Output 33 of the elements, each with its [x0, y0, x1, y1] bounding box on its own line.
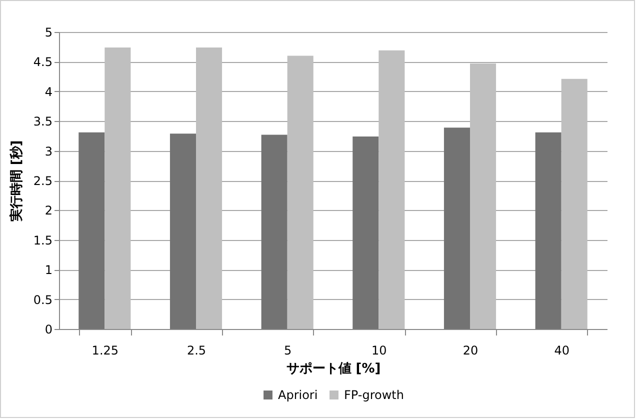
bar	[287, 56, 314, 329]
y-tick-label: 1	[44, 263, 52, 278]
bar	[196, 47, 222, 329]
y-tick-label: 0	[44, 322, 52, 336]
bar	[170, 134, 196, 329]
y-axis-title: 実行時間 [秒]	[8, 140, 24, 223]
y-tick-label: 0.5	[33, 292, 52, 307]
bar	[78, 132, 105, 329]
x-tick-label: 5	[284, 344, 292, 358]
y-tick-label: 4	[44, 84, 52, 99]
y-tick-label: 4.5	[33, 55, 52, 70]
bar	[104, 47, 131, 329]
x-tick-label: 40	[554, 344, 570, 358]
bar	[261, 134, 288, 329]
y-tick-label: 3	[44, 144, 52, 158]
x-axis-title: サポート値 [%]	[286, 362, 381, 376]
legend-label: FP-growth	[344, 388, 404, 402]
x-tick-label: 1.25	[92, 344, 119, 358]
y-tick-label: 1.5	[33, 233, 52, 248]
y-tick-label: 2.5	[33, 174, 52, 188]
x-tick-label: 2.5	[186, 344, 206, 358]
bar	[535, 132, 562, 329]
bar	[470, 63, 496, 329]
x-tick-label: 20	[462, 344, 478, 358]
y-tick-label: 3.5	[33, 114, 52, 129]
bar	[444, 128, 470, 329]
legend-label: Apriori	[278, 388, 318, 402]
x-tick-label: 10	[372, 344, 387, 358]
y-tick-label: 2	[44, 204, 52, 218]
y-tick-label: 5	[44, 26, 52, 40]
bar	[561, 78, 588, 329]
bar	[352, 136, 379, 329]
bar	[378, 50, 405, 329]
